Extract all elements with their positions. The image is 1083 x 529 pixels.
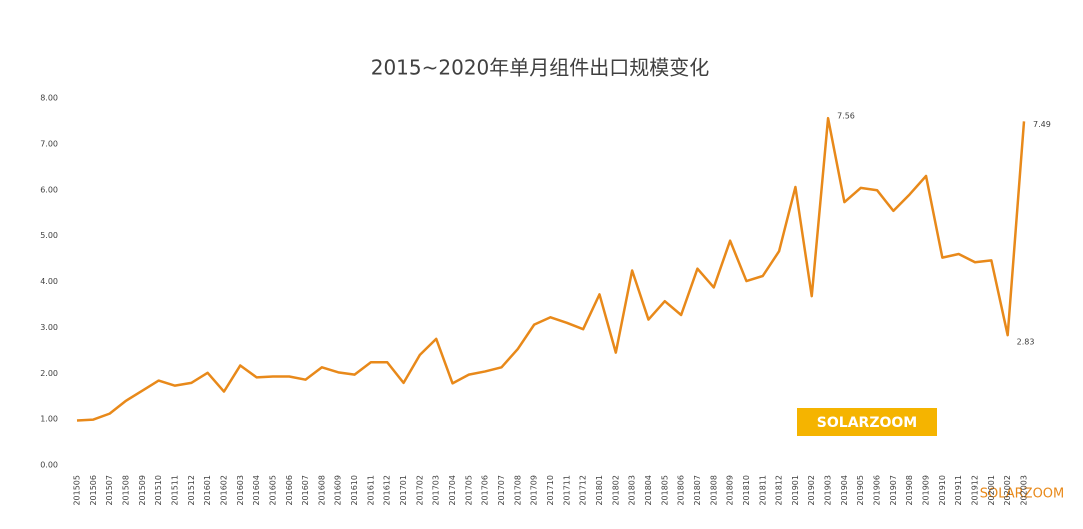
x-tick-label: 201609	[334, 475, 343, 506]
y-tick-label: 3.00	[40, 323, 58, 332]
x-tick-label: 201712	[579, 475, 588, 506]
x-tick-label: 201906	[873, 475, 882, 506]
x-tick-label: 201709	[530, 475, 539, 506]
y-tick-label: 5.00	[40, 231, 58, 240]
y-tick-label: 7.00	[40, 139, 58, 148]
line-series	[76, 116, 1026, 422]
y-tick-label: 4.00	[40, 277, 58, 286]
x-tick-label: 201901	[791, 475, 800, 506]
x-tick-label: 201607	[301, 475, 310, 506]
x-tick-label: 201703	[432, 475, 441, 506]
x-tick-label: 201608	[317, 475, 326, 506]
x-tick-label: 201604	[252, 475, 261, 506]
x-tick-label: 201505	[73, 475, 82, 506]
x-tick-label: 201701	[399, 475, 408, 506]
data-label: 7.49	[1033, 120, 1051, 129]
x-tick-label: 201605	[268, 475, 277, 506]
x-tick-label: 201809	[726, 475, 735, 506]
x-tick-label: 201507	[105, 475, 114, 506]
x-tick-label: 201602	[219, 475, 228, 506]
x-tick-label: 201801	[595, 475, 604, 506]
x-tick-label: 201908	[905, 475, 914, 506]
y-tick-label: 8.00	[40, 94, 58, 103]
x-tick-label: 202001	[987, 475, 996, 506]
x-tick-label: 201802	[611, 475, 620, 506]
x-tick-label: 201711	[562, 475, 571, 506]
x-tick-label: 201912	[971, 475, 980, 506]
y-tick-label: 1.00	[40, 415, 58, 424]
x-tick-label: 201804	[644, 475, 653, 506]
watermark: SOLARZOOM	[817, 415, 917, 431]
x-tick-label: 201905	[856, 475, 865, 506]
x-tick-label: 201707	[497, 475, 506, 506]
x-tick-label: 201708	[513, 475, 522, 506]
y-tick-label: 6.00	[40, 185, 58, 194]
watermark-box	[797, 408, 937, 436]
x-tick-label: 201601	[203, 475, 212, 506]
x-tick-label: 201508	[121, 475, 130, 506]
x-tick-label: 201509	[138, 475, 147, 506]
y-tick-label: 2.00	[40, 369, 58, 378]
x-tick-label: 201911	[954, 475, 963, 506]
x-tick-label: 201606	[285, 475, 294, 506]
x-tick-label: 201808	[709, 475, 718, 506]
watermark: SOLARZOOM	[980, 487, 1065, 502]
x-tick-label: 201903	[824, 475, 833, 506]
x-tick-label: 201904	[840, 475, 849, 506]
x-tick-label: 201810	[742, 475, 751, 506]
y-tick-label: 0.00	[40, 461, 58, 470]
x-tick-label: 201909	[922, 475, 931, 506]
x-tick-label: 201807	[693, 475, 702, 506]
x-tick-label: 201702	[415, 475, 424, 506]
x-tick-label: 201705	[464, 475, 473, 506]
x-tick-label: 201511	[170, 475, 179, 506]
x-tick-label: 201803	[628, 475, 637, 506]
x-tick-label: 201510	[154, 475, 163, 506]
x-tick-label: 201512	[187, 475, 196, 506]
x-tick-label: 201811	[758, 475, 767, 506]
x-tick-label: 201611	[366, 475, 375, 506]
data-label: 2.83	[1017, 338, 1035, 347]
x-tick-label: 201806	[677, 475, 686, 506]
x-tick-label: 201706	[481, 475, 490, 506]
x-tick-label: 201902	[807, 475, 816, 506]
x-tick-label: 202003	[1020, 475, 1029, 506]
chart-title: 2015~2020年单月组件出口规模变化	[371, 56, 710, 80]
x-tick-label: 201805	[660, 475, 669, 506]
x-tick-label: 201506	[89, 475, 98, 506]
x-tick-label: 201603	[236, 475, 245, 506]
x-tick-label: 201704	[448, 475, 457, 506]
x-tick-label: 201907	[889, 475, 898, 506]
x-tick-label: 201812	[775, 475, 784, 506]
x-tick-label: 201610	[350, 475, 359, 506]
x-tick-label: 201612	[383, 475, 392, 506]
x-tick-label: 201710	[546, 475, 555, 506]
data-label: 7.56	[837, 112, 855, 121]
x-tick-label: 202002	[1003, 475, 1012, 506]
x-tick-label: 201910	[938, 475, 947, 506]
